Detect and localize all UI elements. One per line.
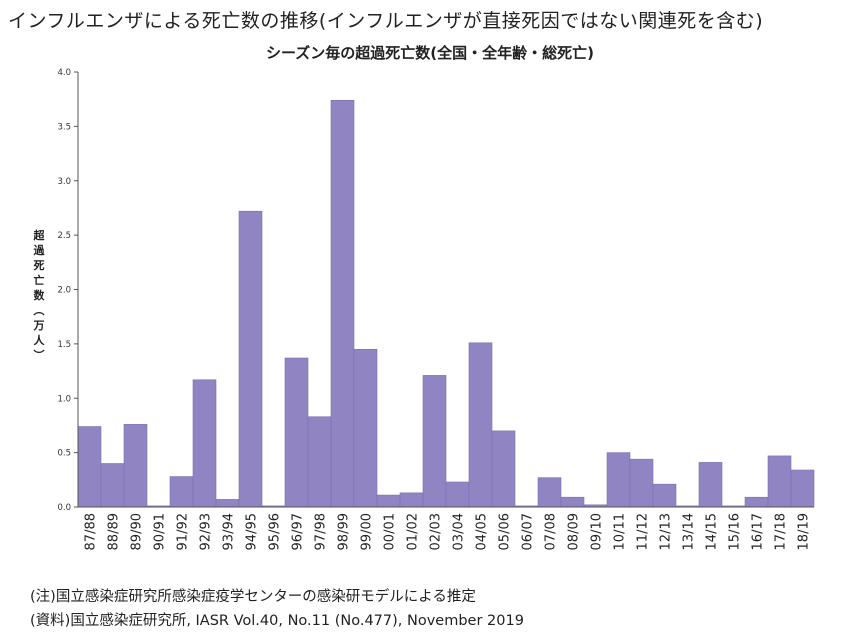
y-tick-label: 2.5 [57, 231, 71, 241]
bar-91/92 [169, 476, 194, 508]
y-tick-label: 1.5 [57, 340, 71, 350]
x-tick-label: 06/07 [521, 513, 536, 550]
bar-14/15 [698, 462, 723, 508]
x-tick-label: 89/90 [130, 513, 145, 550]
main-title: インフルエンザによる死亡数の推移(インフルエンザが直接死因ではない関連死を含む) [8, 10, 764, 32]
bar-17/18 [767, 455, 792, 508]
x-tick-label: 88/89 [107, 513, 122, 550]
bar-97/98 [307, 416, 332, 508]
bar-01/02 [399, 492, 424, 508]
x-tick-label: 01/02 [406, 513, 421, 550]
bar-10/11 [606, 452, 631, 508]
x-tick-label: 97/98 [314, 513, 329, 550]
y-tick-label: 3.0 [57, 177, 71, 187]
x-tick-label: 94/95 [245, 513, 260, 550]
x-tick-label: 09/10 [590, 513, 605, 550]
x-tick-label: 15/16 [728, 513, 743, 550]
bar-87/88 [77, 426, 102, 508]
x-tick-label: 90/91 [153, 513, 168, 550]
bar-02/03 [422, 375, 447, 508]
bar-93/94 [215, 499, 240, 508]
x-tick-label: 91/92 [176, 513, 191, 550]
bar-98/99 [330, 99, 355, 508]
bar-92/93 [192, 379, 217, 508]
x-tick-label: 10/11 [613, 513, 628, 550]
y-tick-label: 0.5 [57, 449, 71, 459]
x-tick-label: 11/12 [636, 513, 651, 550]
bar-04/05 [468, 342, 493, 508]
x-tick-label: 03/04 [452, 513, 467, 550]
x-tick-label: 17/18 [774, 513, 789, 550]
bar-08/09 [560, 496, 585, 508]
x-tick-label: 13/14 [682, 513, 697, 550]
x-tick-label: 04/05 [475, 513, 490, 550]
bar-89/90 [123, 424, 148, 508]
bar-96/97 [284, 357, 309, 508]
source-note: (資料)国立感染症研究所, IASR Vol.40, No.11 (No.477… [30, 613, 524, 629]
y-tick-label: 4.0 [57, 68, 71, 78]
bar-12/13 [652, 483, 677, 508]
x-tick-label: 05/06 [498, 513, 513, 550]
bar-88/89 [100, 463, 125, 508]
x-tick-label: 93/94 [222, 513, 237, 550]
x-tick-label: 16/17 [751, 513, 766, 550]
y-tick-label: 1.0 [57, 394, 71, 404]
bar-94/95 [238, 210, 263, 508]
bar-18/19 [790, 469, 815, 508]
y-tick-label: 0.0 [57, 503, 71, 513]
bar-03/04 [445, 481, 470, 508]
bar-chart: 0.0 0.5 1.0 1.5 2.0 2.5 3.0 3.5 4.0 87/88 88/89 89… [57, 68, 815, 550]
y-tick-label: 2.0 [57, 286, 71, 296]
bar-11/12 [629, 458, 654, 508]
x-tick-label: 96/97 [291, 513, 306, 550]
bar-00/01 [376, 494, 401, 508]
x-tick-label: 95/96 [268, 513, 283, 550]
bar-16/17 [744, 496, 769, 508]
x-tick-label: 18/19 [797, 513, 812, 550]
x-tick-label: 12/13 [659, 513, 674, 550]
x-tick-label: 14/15 [705, 513, 720, 550]
x-tick-label: 99/00 [360, 513, 375, 550]
x-tick-label: 98/99 [337, 513, 352, 550]
x-tick-label: 92/93 [199, 513, 214, 550]
bar-07/08 [537, 477, 562, 508]
x-tick-label: 07/08 [544, 513, 559, 550]
x-tick-label: 02/03 [429, 513, 444, 550]
chart-title: シーズン毎の超過死亡数(全国・全年齢・総死亡) [266, 44, 594, 62]
x-tick-label: 08/09 [567, 513, 582, 550]
y-axis-label: 超過死亡数 ︵ 万人 ︶ [33, 229, 45, 362]
x-tick-label: 00/01 [383, 513, 398, 550]
bar-99/00 [353, 349, 378, 508]
bar-05/06 [491, 430, 516, 508]
y-tick-label: 3.5 [57, 122, 71, 132]
footnote: (注)国立感染症研究所感染症疫学センターの感染研モデルによる推定 [30, 589, 476, 605]
x-tick-label: 87/88 [84, 513, 99, 550]
